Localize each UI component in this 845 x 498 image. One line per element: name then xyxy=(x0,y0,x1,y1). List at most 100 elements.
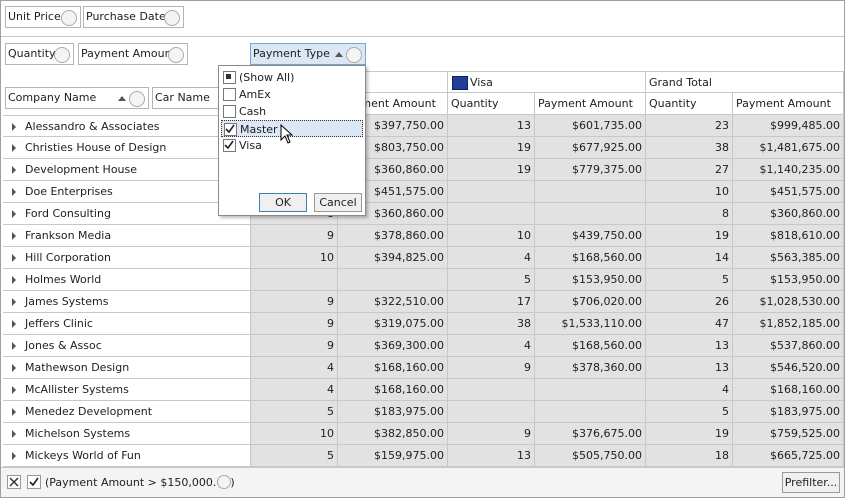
data-cell: 4 xyxy=(448,247,535,269)
row-header[interactable]: Mickeys World of Fun xyxy=(3,445,251,467)
expand-arrow[interactable] xyxy=(12,342,16,350)
row-header[interactable]: McAllister Systems xyxy=(3,379,251,401)
filter-item[interactable]: Master xyxy=(221,120,363,137)
filter-icon[interactable] xyxy=(129,91,145,107)
data-cell: $563,385.00 xyxy=(733,247,844,269)
expand-arrow[interactable] xyxy=(12,386,16,394)
filter-item[interactable]: (Show All) xyxy=(221,69,363,86)
data-cell: $665,725.00 xyxy=(733,445,844,467)
filter-icon[interactable] xyxy=(346,47,362,63)
row-header[interactable]: James Systems xyxy=(3,291,251,313)
expand-arrow[interactable] xyxy=(12,166,16,174)
data-cell: $153,950.00 xyxy=(733,269,844,291)
row-header[interactable]: Menedez Development xyxy=(3,401,251,423)
filter-icon[interactable] xyxy=(168,47,184,63)
data-cell: $1,481,675.00 xyxy=(733,137,844,159)
checkbox[interactable] xyxy=(224,123,237,136)
expand-arrow[interactable] xyxy=(12,123,16,131)
row-header[interactable]: Mathewson Design xyxy=(3,357,251,379)
data-cell: $759,525.00 xyxy=(733,423,844,445)
data-cell: $168,560.00 xyxy=(535,247,646,269)
field-button[interactable]: Unit Price xyxy=(5,6,81,28)
field-button[interactable]: Payment Amount xyxy=(78,43,188,65)
row-header[interactable]: Doe Enterprises xyxy=(3,181,251,203)
row-header[interactable]: Hill Corporation xyxy=(3,247,251,269)
data-cell: 26 xyxy=(646,291,733,313)
expand-arrow[interactable] xyxy=(12,144,16,152)
data-cell: 13 xyxy=(448,115,535,137)
checkbox[interactable] xyxy=(223,88,236,101)
field-button[interactable]: Purchase Date xyxy=(83,6,184,28)
expand-arrow[interactable] xyxy=(12,188,16,196)
expand-arrow[interactable] xyxy=(12,210,16,218)
expand-arrow[interactable] xyxy=(12,298,16,306)
filter-icon[interactable] xyxy=(164,10,180,26)
data-cell: 4 xyxy=(448,335,535,357)
prefilter-text: (Payment Amount > $150,000.00) xyxy=(45,476,235,489)
data-cell xyxy=(251,269,338,291)
data-cell: 4 xyxy=(251,357,338,379)
data-cell: $153,950.00 xyxy=(535,269,646,291)
filter-enable-checkbox[interactable] xyxy=(27,475,41,489)
prefilter-button[interactable]: Prefilter... xyxy=(782,472,840,493)
checkbox[interactable] xyxy=(223,139,236,152)
data-cell: 13 xyxy=(448,445,535,467)
expand-arrow[interactable] xyxy=(12,320,16,328)
data-cell: $382,850.00 xyxy=(338,423,448,445)
row-header[interactable]: Alessandro & Associates xyxy=(3,115,251,137)
expand-arrow[interactable] xyxy=(12,408,16,416)
data-cell: 9 xyxy=(448,423,535,445)
column-group-header: Grand Total xyxy=(646,71,844,93)
data-cell: $451,575.00 xyxy=(733,181,844,203)
row-header[interactable]: Michelson Systems xyxy=(3,423,251,445)
checkbox[interactable] xyxy=(223,71,236,84)
row-header[interactable]: Jones & Assoc xyxy=(3,335,251,357)
field-button[interactable]: Payment Type xyxy=(250,43,366,65)
filter-icon[interactable] xyxy=(54,47,70,63)
prefilter-icon[interactable] xyxy=(217,475,231,489)
field-button[interactable]: Quantity xyxy=(5,43,74,65)
data-cell: $183,975.00 xyxy=(338,401,448,423)
data-cell: $537,860.00 xyxy=(733,335,844,357)
filter-icon[interactable] xyxy=(61,10,77,26)
data-cell: 47 xyxy=(646,313,733,335)
sort-arrow xyxy=(118,96,126,101)
checkbox[interactable] xyxy=(223,105,236,118)
data-cell: $168,560.00 xyxy=(535,335,646,357)
expand-arrow[interactable] xyxy=(12,364,16,372)
data-cell: $319,075.00 xyxy=(338,313,448,335)
data-cell: $1,028,530.00 xyxy=(733,291,844,313)
data-cell: 14 xyxy=(646,247,733,269)
row-header[interactable]: Development House xyxy=(3,159,251,181)
clear-filter-button[interactable] xyxy=(7,475,21,489)
row-header[interactable]: Ford Consulting xyxy=(3,203,251,225)
measure-header: Payment Amount xyxy=(535,93,646,115)
separator xyxy=(1,36,844,37)
filter-item[interactable]: Visa xyxy=(221,137,363,154)
expand-arrow[interactable] xyxy=(12,276,16,284)
cancel-button[interactable]: Cancel xyxy=(314,193,362,212)
measure-header: Payment Amount xyxy=(733,93,844,115)
data-cell: $183,975.00 xyxy=(733,401,844,423)
data-cell: 19 xyxy=(646,225,733,247)
ok-button[interactable]: OK xyxy=(259,193,307,212)
data-cell: 19 xyxy=(448,137,535,159)
data-cell: $360,860.00 xyxy=(338,203,448,225)
data-cell xyxy=(448,401,535,423)
data-cell: 19 xyxy=(646,423,733,445)
row-header[interactable]: Christies House of Design xyxy=(3,137,251,159)
row-header[interactable]: Jeffers Clinic xyxy=(3,313,251,335)
data-cell: $369,300.00 xyxy=(338,335,448,357)
row-header[interactable]: Frankson Media xyxy=(3,225,251,247)
data-cell: 10 xyxy=(448,225,535,247)
filter-item[interactable]: Cash xyxy=(221,103,363,120)
field-button[interactable]: Company Name xyxy=(5,87,149,109)
expand-arrow[interactable] xyxy=(12,430,16,438)
data-cell: $999,485.00 xyxy=(733,115,844,137)
filter-item[interactable]: AmEx xyxy=(221,86,363,103)
data-cell: 5 xyxy=(646,401,733,423)
expand-arrow[interactable] xyxy=(12,232,16,240)
expand-arrow[interactable] xyxy=(12,452,16,460)
row-header[interactable]: Holmes World xyxy=(3,269,251,291)
expand-arrow[interactable] xyxy=(12,254,16,262)
